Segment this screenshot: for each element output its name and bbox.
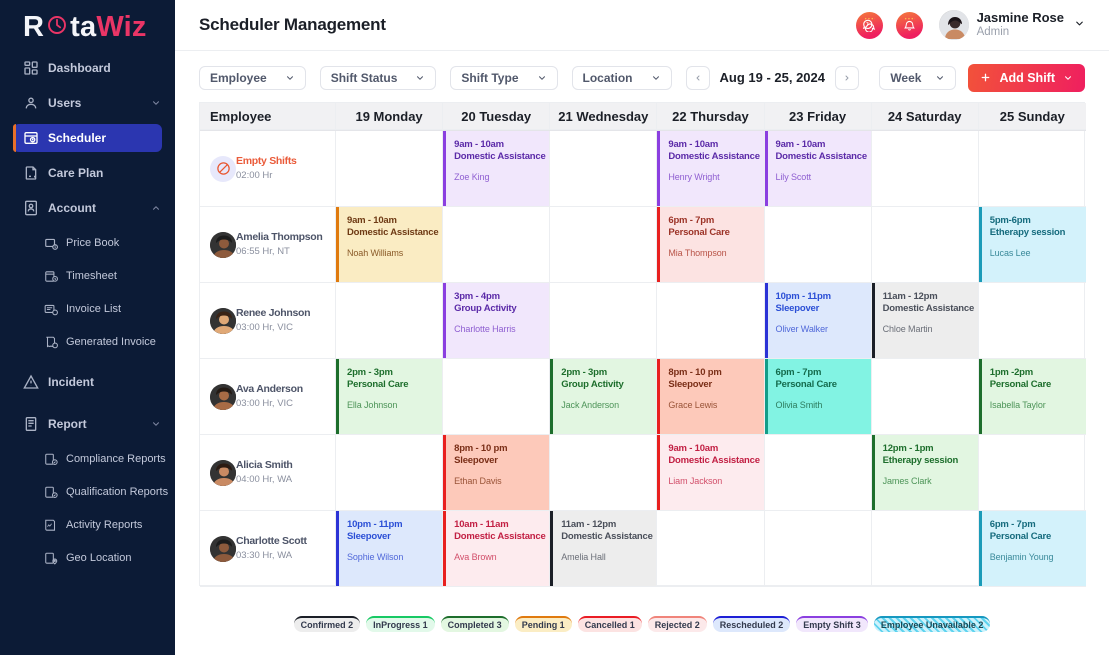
svg-text:$: $ <box>54 245 56 249</box>
